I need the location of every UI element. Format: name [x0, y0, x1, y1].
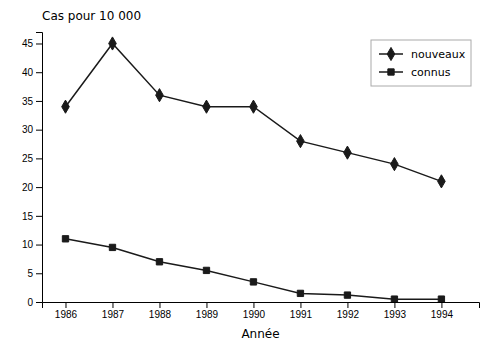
tick-label: 25 [22, 153, 34, 164]
tick-mark [300, 302, 301, 308]
tick-label: 1989 [196, 309, 219, 320]
point [203, 267, 209, 273]
legend-marker [387, 47, 395, 60]
tick-mark [253, 302, 254, 308]
tick-mark [159, 302, 160, 308]
tick-mark [206, 302, 207, 308]
tick-mark [36, 302, 42, 303]
tick-label: 1993 [384, 309, 407, 320]
tick-mark [36, 130, 42, 131]
series-line [65, 239, 441, 299]
point [250, 100, 258, 113]
point [391, 296, 397, 302]
plot: 1986 1987 1988 1989 1990 1991 1992 1993 1994 0 5 10… [22, 33, 480, 321]
tick: 1989 [196, 302, 219, 320]
tick-label: 1987 [102, 309, 125, 320]
chart: 1986 1987 1988 1989 1990 1991 1992 1993 1994 0 5 10… [0, 0, 497, 346]
y-axis-title: Cas pour 10 000 [42, 9, 141, 23]
tick-mark [36, 158, 42, 159]
tick-label: 40 [22, 67, 34, 78]
point [438, 175, 446, 188]
tick-label: 1992 [337, 309, 360, 320]
x-axis: 1986 1987 1988 1989 1990 1991 1992 1993 1994 [43, 302, 480, 320]
point [109, 37, 117, 50]
tick: 15 [22, 211, 42, 222]
tick-mark [441, 302, 442, 308]
tick-label: 1988 [149, 309, 172, 320]
point [344, 292, 350, 298]
point [297, 290, 303, 296]
axis-line [36, 33, 43, 303]
y-axis: 0 5 10 15 20 25 30 35 40 45 [22, 33, 43, 308]
legend-label: connus [411, 66, 451, 79]
tick: 1990 [243, 302, 266, 320]
point [344, 146, 352, 159]
point [297, 135, 305, 148]
point [62, 236, 68, 242]
tick-label: 30 [22, 124, 34, 135]
tick: 1986 [55, 302, 78, 320]
tick-label: 1986 [55, 309, 78, 320]
tick-mark [36, 101, 42, 102]
tick: 1987 [102, 302, 125, 320]
legend-marker [388, 69, 394, 75]
tick: 1988 [149, 302, 172, 320]
legend: nouveaux connus [371, 40, 471, 86]
tick-mark [65, 302, 66, 308]
tick-mark [112, 302, 113, 308]
tick-mark [347, 302, 348, 308]
tick: 1992 [337, 302, 360, 320]
tick-label: 1991 [290, 309, 313, 320]
tick-mark [36, 187, 42, 188]
tick: 35 [22, 96, 42, 107]
legend-item: nouveaux [379, 47, 466, 60]
legend-frame [371, 40, 471, 86]
legend-item: connus [379, 66, 451, 79]
axis-line [43, 303, 480, 309]
tick: 1994 [431, 302, 454, 320]
tick-mark [36, 245, 42, 246]
point [203, 100, 211, 113]
tick-mark [36, 216, 42, 217]
tick: 10 [22, 239, 42, 250]
tick: 0 [27, 297, 42, 308]
x-axis-title: Année [241, 327, 279, 341]
tick-mark [36, 72, 42, 73]
tick: 25 [22, 153, 42, 164]
tick-mark [36, 273, 42, 274]
point [156, 259, 162, 265]
tick: 20 [22, 182, 42, 193]
legend-label: nouveaux [411, 48, 466, 61]
point [438, 296, 444, 302]
tick-label: 15 [22, 211, 34, 222]
tick: 1991 [290, 302, 313, 320]
point [250, 279, 256, 285]
point [62, 100, 70, 113]
tick-label: 0 [27, 297, 33, 308]
point [109, 244, 115, 250]
tick-mark [36, 43, 42, 44]
tick: 45 [22, 38, 42, 49]
tick-label: 20 [22, 182, 34, 193]
tick: 1993 [384, 302, 407, 320]
point [391, 158, 399, 171]
tick: 40 [22, 67, 42, 78]
tick-mark [394, 302, 395, 308]
tick-label: 1990 [243, 309, 266, 320]
point [156, 89, 164, 102]
tick-label: 45 [22, 38, 34, 49]
tick-label: 35 [22, 96, 34, 107]
tick-label: 10 [22, 239, 34, 250]
tick: 30 [22, 124, 42, 135]
tick: 5 [27, 268, 42, 279]
tick-label: 1994 [431, 309, 454, 320]
tick-label: 5 [27, 268, 33, 279]
